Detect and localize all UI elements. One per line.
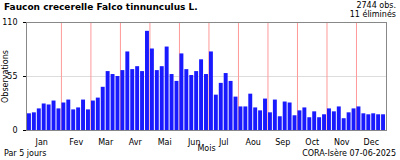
svg-text:Observations: Observations: [1, 50, 10, 103]
svg-text:Mai: Mai: [158, 138, 172, 147]
svg-text:Dec: Dec: [364, 138, 379, 147]
html-text:Par 5 jours: Par 5 jours: [4, 149, 47, 158]
svg-text:Mar: Mar: [98, 138, 114, 147]
html-text:Faucon crecerelle Falco tinnun: Faucon crecerelle Falco tinnunculus L.: [4, 2, 198, 12]
svg-text:Aou: Aou: [246, 138, 261, 147]
svg-text:Oct: Oct: [305, 138, 319, 147]
svg-text:Nov: Nov: [334, 138, 350, 147]
svg-text:Jun: Jun: [188, 138, 201, 148]
svg-text:Jul: Jul: [218, 138, 229, 147]
svg-text:55: 55: [7, 72, 18, 82]
html-text:2744 obs.: 2744 obs.: [356, 1, 396, 10]
html-text:CORA-Isère 07-06-2025: CORA-Isère 07-06-2025: [302, 149, 396, 158]
html-text:11 éliminés: 11 éliminés: [349, 10, 396, 19]
svg-text:Fev: Fev: [69, 138, 83, 147]
svg-text:Avr: Avr: [129, 138, 143, 147]
svg-text:Jan: Jan: [35, 138, 48, 147]
svg-text:Sep: Sep: [275, 138, 290, 147]
svg-text:Mois: Mois: [197, 144, 215, 153]
svg-text:110: 110: [2, 18, 17, 27]
svg-text:0: 0: [12, 126, 17, 135]
